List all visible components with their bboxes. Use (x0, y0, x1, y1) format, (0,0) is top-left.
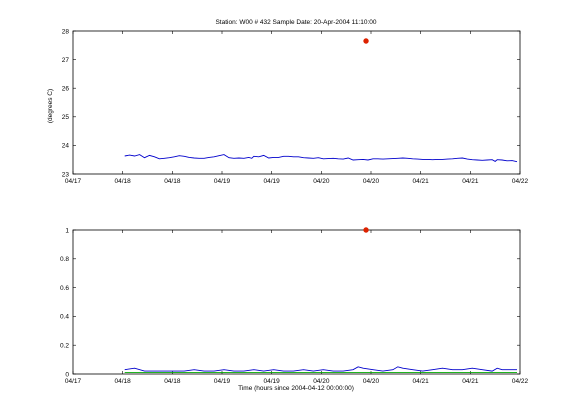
y-tick-label: 25 (62, 114, 70, 121)
y-tick-label: 0.4 (60, 314, 69, 321)
x-tick-label: 04/17 (65, 378, 82, 385)
x-tick-label: 04/21 (413, 178, 430, 185)
axes-frame (72, 229, 521, 375)
y-tick-label: 0.6 (60, 285, 69, 292)
x-tick-label: 04/21 (462, 378, 479, 385)
y-tick-label: 23 (62, 171, 70, 178)
x-tick-label: 04/20 (363, 178, 380, 185)
x-tick-label: 04/19 (214, 378, 231, 385)
temperature-axes: 04/17 04/18 04/18 04/19 04/19 04/20 04/20 04/21… (62, 28, 529, 185)
x-tick-label: 04/21 (462, 178, 479, 185)
x-tick-label: 04/19 (264, 378, 281, 385)
x-tick-label: 04/20 (363, 378, 380, 385)
x-tick-label: 04/17 (65, 178, 82, 185)
chart-title: Station: W00 # 432 Sample Date: 20-Apr-2… (215, 19, 376, 26)
y-tick-label: 0.8 (60, 256, 69, 263)
y-tick-label: 0.2 (60, 343, 69, 350)
y-tick-label: 0 (65, 371, 69, 378)
outlier-marker (363, 227, 369, 233)
x-tick-label: 04/18 (115, 378, 132, 385)
y-tick-label: 28 (62, 28, 70, 35)
x-tick-label: 04/22 (512, 178, 529, 185)
secondary-axes: 04/17 04/18 04/18 04/19 04/19 04/20 04/20 04/21… (60, 227, 529, 385)
x-tick-label: 04/18 (164, 378, 181, 385)
y-tick-label: 27 (62, 57, 70, 64)
y-tick-label: 24 (62, 143, 70, 150)
series-line-0 (124, 366, 517, 372)
x-axis-label: Time (hours since 2004-04-12 00:00:00) (238, 385, 354, 392)
x-tick-label: 04/18 (115, 178, 132, 185)
x-tick-label: 04/19 (264, 178, 281, 185)
y-tick-label: 26 (62, 86, 70, 93)
axes-frame (72, 30, 521, 175)
x-tick-label: 04/22 (512, 378, 529, 385)
series-line-0 (124, 154, 518, 163)
y-tick-label: 1 (65, 227, 69, 234)
x-tick-label: 04/20 (313, 178, 330, 185)
x-tick-label: 04/21 (413, 378, 430, 385)
x-tick-label: 04/19 (214, 178, 231, 185)
outlier-marker (363, 38, 369, 44)
y-axis-label: (degrees C) (47, 89, 54, 123)
x-tick-label: 04/18 (164, 178, 181, 185)
x-tick-label: 04/20 (313, 378, 330, 385)
